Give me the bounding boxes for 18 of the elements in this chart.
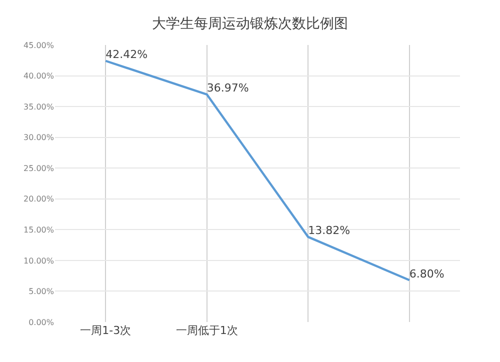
y-tick-label: 25.00% (23, 164, 54, 173)
y-tick-label: 45.00% (23, 40, 54, 50)
y-tick-label: 35.00% (23, 102, 54, 112)
x-tick-label: 一周1-3次 (80, 324, 132, 337)
line-series (104, 60, 410, 282)
y-tick-label: 40.00% (23, 72, 54, 81)
x-tick-label: 一周低于1次 (176, 324, 238, 337)
y-tick-label: 0.00% (28, 318, 54, 327)
y-tick-label: 5.00% (28, 287, 54, 296)
y-tick-label: 20.00% (23, 194, 54, 204)
y-tick-label: 30.00% (23, 133, 54, 142)
data-label: 36.97% (206, 82, 249, 95)
data-label: 13.82% (308, 224, 350, 238)
data-label: 42.42% (106, 48, 148, 62)
y-tick-label: 10.00% (23, 256, 54, 266)
y-tick-label: 15.00% (23, 225, 54, 234)
data-label: 6.80% (409, 267, 444, 280)
chart-title: 大学生每周运动锻炼次数比例图 (152, 16, 348, 32)
